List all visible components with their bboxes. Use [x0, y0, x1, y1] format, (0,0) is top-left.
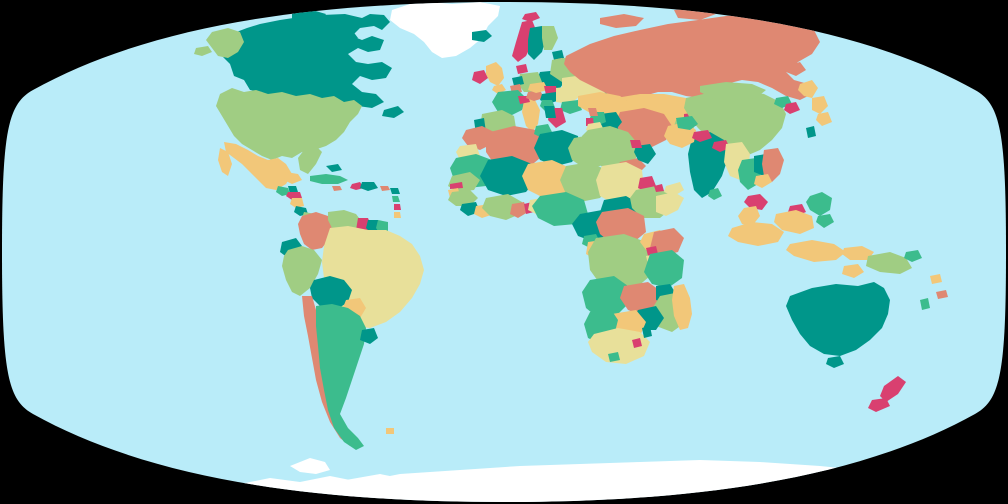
- region-south-america: [280, 210, 424, 450]
- region-greenland: [390, 2, 500, 58]
- region-africa: [448, 124, 692, 364]
- region-oceania: [786, 274, 948, 412]
- region-europe: [472, 12, 614, 136]
- region-north-america: [194, 10, 404, 222]
- region-asia: [664, 80, 922, 278]
